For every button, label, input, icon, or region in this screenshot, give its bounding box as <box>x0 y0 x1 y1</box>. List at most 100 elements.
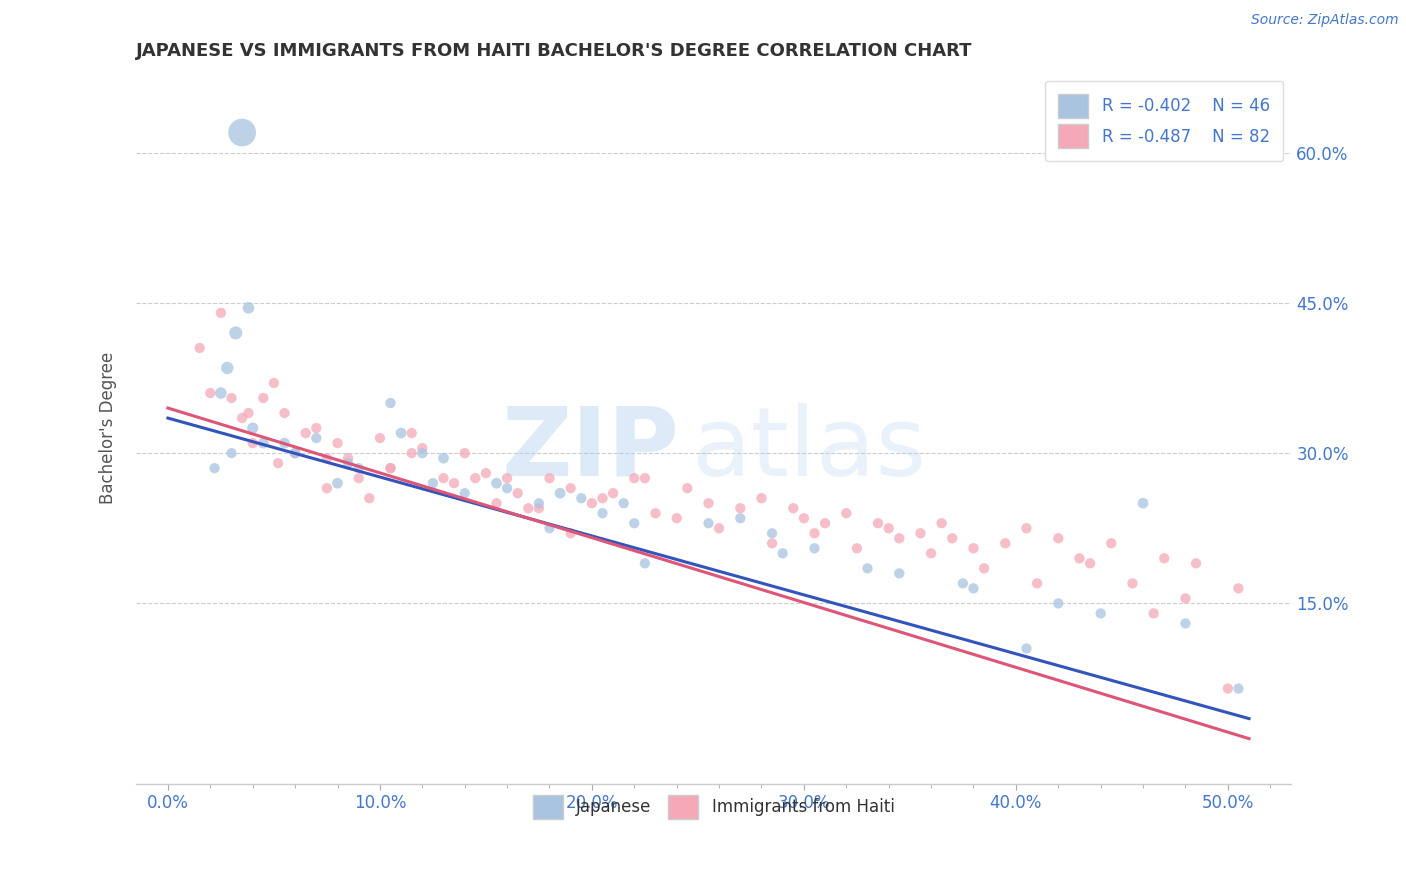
Point <box>1015 521 1038 535</box>
Point <box>273 406 295 420</box>
Point <box>454 486 477 500</box>
Point <box>485 496 508 510</box>
Point <box>337 456 360 470</box>
Point <box>209 386 232 401</box>
Point <box>527 496 550 510</box>
Point <box>337 451 360 466</box>
Point <box>730 501 752 516</box>
Point <box>1216 681 1239 696</box>
Point <box>517 501 540 516</box>
Point <box>910 526 932 541</box>
Point <box>294 426 316 441</box>
Point <box>560 481 582 495</box>
Y-axis label: Bachelor's Degree: Bachelor's Degree <box>100 352 117 504</box>
Point <box>221 391 243 405</box>
Point <box>592 506 614 520</box>
Text: atlas: atlas <box>690 403 925 496</box>
Point <box>347 471 370 485</box>
Point <box>252 391 274 405</box>
Text: ZIP: ZIP <box>502 403 679 496</box>
Point <box>506 486 529 500</box>
Point <box>1090 607 1112 621</box>
Point <box>761 536 783 550</box>
Point <box>284 446 307 460</box>
Point <box>225 326 247 340</box>
Point <box>1069 551 1091 566</box>
Point <box>231 411 253 425</box>
Point <box>877 521 900 535</box>
Point <box>263 376 285 390</box>
Point <box>316 481 339 495</box>
Point <box>389 426 412 441</box>
Point <box>868 516 890 531</box>
Point <box>548 486 571 500</box>
Point <box>432 471 454 485</box>
Point <box>496 471 519 485</box>
Point <box>581 496 603 510</box>
Point <box>751 491 773 506</box>
Point <box>1047 596 1070 610</box>
Point <box>772 546 794 560</box>
Point <box>782 501 804 516</box>
Point <box>941 531 963 545</box>
Point <box>962 541 984 556</box>
Point <box>676 481 699 495</box>
Point <box>464 471 486 485</box>
Point <box>401 426 423 441</box>
Point <box>359 491 381 506</box>
Text: JAPANESE VS IMMIGRANTS FROM HAITI BACHELOR'S DEGREE CORRELATION CHART: JAPANESE VS IMMIGRANTS FROM HAITI BACHEL… <box>136 42 973 60</box>
Point <box>560 526 582 541</box>
Point <box>761 526 783 541</box>
Point <box>634 557 657 571</box>
Point <box>845 541 868 556</box>
Point <box>803 541 825 556</box>
Point <box>1015 641 1038 656</box>
Point <box>305 431 328 445</box>
Point <box>204 461 226 475</box>
Point <box>475 466 498 480</box>
Point <box>527 501 550 516</box>
Point <box>707 521 730 535</box>
Point <box>973 561 995 575</box>
Point <box>411 446 433 460</box>
Point <box>613 496 636 510</box>
Point <box>238 301 260 315</box>
Point <box>1078 557 1101 571</box>
Point <box>1174 616 1197 631</box>
Point <box>238 406 260 420</box>
Point <box>221 446 243 460</box>
Point <box>665 511 688 525</box>
Point <box>326 436 349 450</box>
Point <box>242 436 264 450</box>
Point <box>1121 576 1143 591</box>
Point <box>889 531 911 545</box>
Point <box>326 476 349 491</box>
Point <box>592 491 614 506</box>
Point <box>1132 496 1154 510</box>
Point <box>422 476 444 491</box>
Point <box>1143 607 1166 621</box>
Point <box>730 511 752 525</box>
Point <box>284 446 307 460</box>
Text: Source: ZipAtlas.com: Source: ZipAtlas.com <box>1251 13 1399 28</box>
Point <box>200 386 222 401</box>
Point <box>697 516 720 531</box>
Point <box>569 491 592 506</box>
Point <box>623 516 645 531</box>
Point <box>644 506 666 520</box>
Point <box>485 476 508 491</box>
Point <box>432 451 454 466</box>
Point <box>889 566 911 581</box>
Point <box>401 446 423 460</box>
Point <box>188 341 211 355</box>
Point <box>538 471 561 485</box>
Point <box>1227 582 1250 596</box>
Point <box>814 516 837 531</box>
Point <box>496 481 519 495</box>
Point <box>316 451 339 466</box>
Point <box>217 361 239 376</box>
Point <box>994 536 1017 550</box>
Point <box>835 506 858 520</box>
Point <box>952 576 974 591</box>
Point <box>252 436 274 450</box>
